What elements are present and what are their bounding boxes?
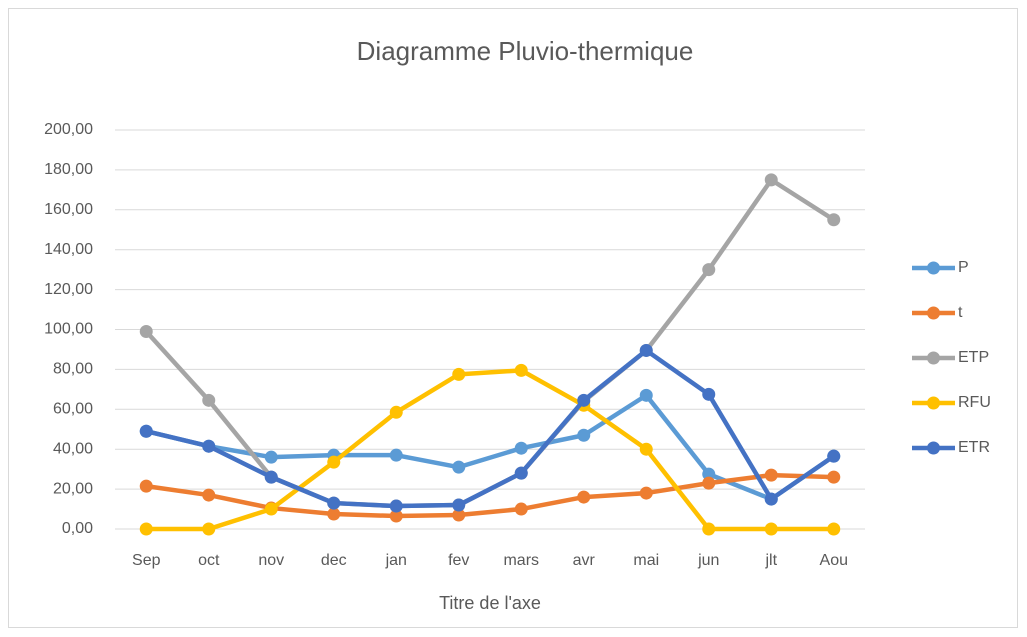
point (514, 441, 528, 455)
y-tick-label: 140,00 (44, 241, 93, 258)
point (702, 476, 716, 490)
point (827, 213, 841, 227)
y-tick-label: 40,00 (53, 440, 93, 457)
legend-label: P (958, 259, 969, 276)
point (702, 263, 716, 277)
point (202, 488, 216, 502)
x-tick-label: mars (503, 552, 539, 569)
point (264, 470, 278, 484)
point (264, 502, 278, 516)
point (639, 442, 653, 456)
x-tick-label: Sep (132, 552, 161, 569)
point (639, 388, 653, 402)
point (452, 498, 466, 512)
legend-label: t (958, 304, 963, 321)
point (389, 405, 403, 419)
x-tick-label: fev (448, 552, 469, 569)
y-tick-label: 120,00 (44, 281, 93, 298)
point (202, 393, 216, 407)
point (327, 496, 341, 510)
legend-marker (927, 396, 940, 410)
point (514, 363, 528, 377)
x-tick-label: Aou (820, 552, 848, 569)
point (639, 486, 653, 500)
point (264, 450, 278, 464)
point (764, 522, 778, 536)
point (827, 470, 841, 484)
y-tick-label: 20,00 (53, 480, 93, 497)
point (452, 367, 466, 381)
point (827, 522, 841, 536)
x-tick-label: oct (198, 552, 220, 569)
point (577, 393, 591, 407)
point (139, 479, 153, 493)
point (514, 502, 528, 516)
point (639, 343, 653, 357)
x-tick-label: nov (258, 552, 284, 569)
point (452, 460, 466, 474)
point (139, 522, 153, 536)
chart-title: Diagramme Pluvio-thermique (357, 36, 694, 66)
point (327, 507, 341, 521)
point (577, 428, 591, 442)
legend-marker (927, 261, 940, 275)
y-tick-label: 60,00 (53, 401, 93, 418)
y-tick-label: 0,00 (62, 520, 93, 537)
point (702, 522, 716, 536)
x-tick-label: jan (385, 552, 407, 569)
point (202, 522, 216, 536)
y-tick-label: 160,00 (44, 201, 93, 218)
point (452, 508, 466, 522)
series-line (145, 472, 834, 519)
x-tick-label: avr (573, 552, 596, 569)
legend-label: ETP (958, 349, 989, 366)
legend-marker (927, 441, 940, 455)
point (764, 468, 778, 482)
point (577, 490, 591, 504)
y-tick-label: 180,00 (44, 161, 93, 178)
series-line (145, 393, 836, 502)
series-line (145, 348, 836, 509)
x-tick-label: jlt (764, 552, 777, 569)
point (764, 492, 778, 506)
x-tick-label: dec (321, 552, 347, 569)
y-tick-label: 200,00 (44, 121, 93, 138)
point (389, 509, 403, 523)
point (389, 499, 403, 513)
point (202, 439, 216, 453)
legend-label: ETR (958, 439, 990, 456)
x-tick-label: mai (633, 552, 659, 569)
point (327, 455, 341, 469)
legend-label: RFU (958, 394, 991, 411)
series-line (146, 368, 834, 532)
x-axis-title: Titre de l'axe (439, 593, 541, 613)
point (139, 424, 153, 438)
y-tick-label: 80,00 (53, 361, 93, 378)
point (702, 467, 716, 481)
point (389, 448, 403, 462)
y-tick-label: 100,00 (44, 321, 93, 338)
x-tick-label: jun (697, 552, 719, 569)
point (514, 466, 528, 480)
point (827, 449, 841, 463)
legend-marker (927, 306, 940, 320)
legend-marker (927, 351, 940, 365)
point (764, 173, 778, 187)
point (139, 324, 153, 338)
chart-border (8, 8, 1018, 628)
point (702, 387, 716, 401)
